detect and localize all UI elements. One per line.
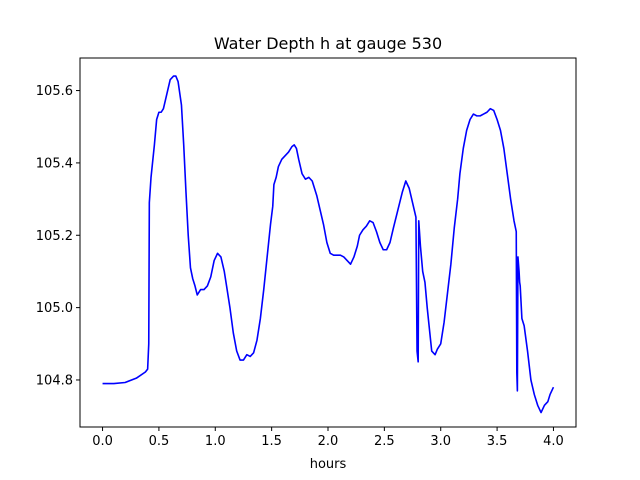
x-tick-label-8: 4.0 (543, 434, 564, 449)
x-tick-label-7: 3.5 (487, 434, 508, 449)
chart-title: Water Depth h at gauge 530 (214, 34, 442, 53)
y-tick-label-2: 105.2 (36, 229, 73, 244)
y-tick-label-3: 105.4 (36, 156, 73, 171)
y-tick-label-0: 104.8 (36, 373, 73, 388)
x-tick-label-4: 2.0 (318, 434, 339, 449)
x-tick-label-2: 1.0 (205, 434, 226, 449)
x-axis-label: hours (310, 457, 347, 472)
x-tick-label-5: 2.5 (374, 434, 395, 449)
y-tick-label-4: 105.6 (36, 84, 73, 99)
series-line-0 (102, 75, 555, 414)
plot-area: 0.0 0.5 1.0 1.5 2.0 2.5 3.0 3.5 4.0 104.8 105.0 105… (36, 75, 564, 449)
axes-frame (79, 57, 577, 428)
y-tick-label-1: 105.0 (36, 301, 73, 316)
x-tick-label-3: 1.5 (261, 434, 282, 449)
x-tick-label-6: 3.0 (430, 434, 451, 449)
x-tick-label-0: 0.0 (92, 434, 113, 449)
x-tick-label-1: 0.5 (149, 434, 170, 449)
